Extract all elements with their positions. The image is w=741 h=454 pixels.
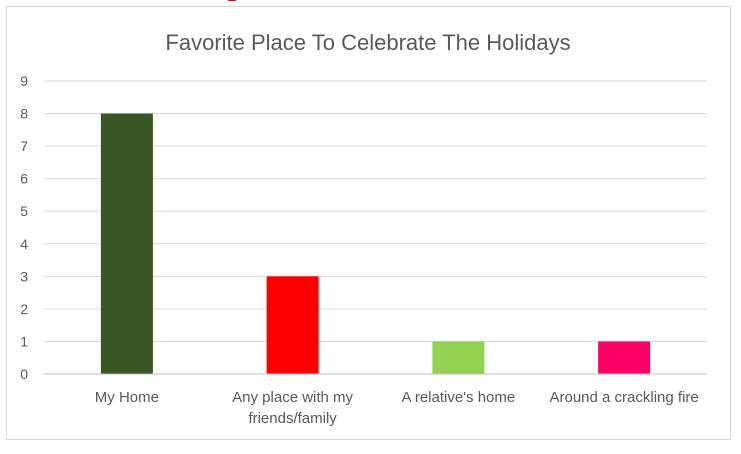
- bar: [432, 341, 485, 374]
- bars: [100, 113, 651, 375]
- y-tick-label: 5: [20, 203, 28, 219]
- chart-title: Favorite Place To Celebrate The Holidays: [165, 30, 570, 55]
- y-tick-label: 9: [20, 73, 28, 89]
- y-axis-tick-labels: 0 1 2 3 4 5 6 7 8 9: [20, 73, 28, 382]
- x-axis-category-labels: My Home Any place with my friends/family A …: [95, 389, 699, 427]
- x-category-label: My Home: [95, 389, 159, 406]
- y-tick-label: 2: [20, 301, 28, 317]
- y-tick-label: 0: [20, 366, 28, 382]
- bar: [100, 113, 153, 375]
- y-tick-label: 1: [20, 333, 28, 349]
- x-category-label: Any place with my: [232, 389, 353, 406]
- y-tick-label: 6: [20, 171, 28, 187]
- y-tick-label: 8: [20, 106, 28, 122]
- y-tick-label: 7: [20, 138, 28, 154]
- x-category-label: Around a crackling fire: [550, 389, 699, 406]
- x-category-label: friends/family: [248, 410, 337, 427]
- gridlines: [44, 80, 707, 342]
- y-tick-label: 3: [20, 268, 28, 284]
- bar: [266, 276, 319, 374]
- bar: [598, 341, 651, 374]
- y-tick-label: 4: [20, 236, 28, 252]
- x-category-label: A relative's home: [401, 389, 515, 406]
